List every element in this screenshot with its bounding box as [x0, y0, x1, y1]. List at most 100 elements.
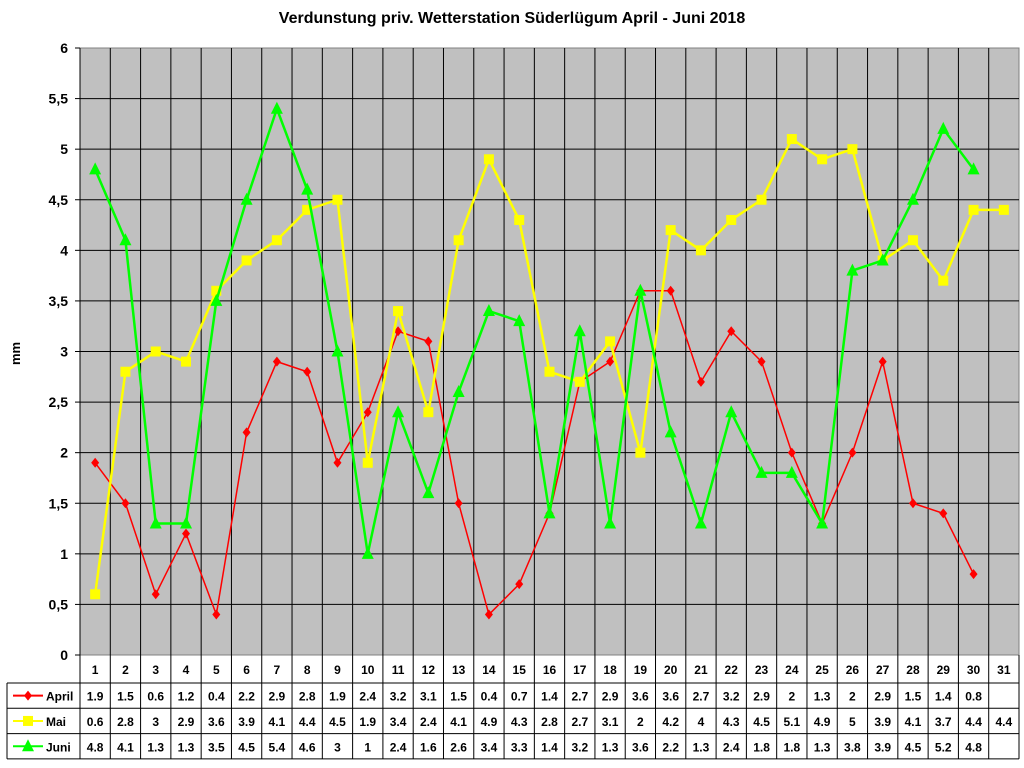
table-cell: 1.5 [450, 690, 467, 704]
table-cell: 4.1 [269, 715, 286, 729]
table-cell: 1 [364, 740, 371, 754]
table-cell: 3 [152, 715, 159, 729]
y-tick-label: 5 [60, 141, 68, 157]
table-cell: 4.5 [238, 740, 255, 754]
table-cell: 3.2 [571, 740, 588, 754]
table-cell: 0.4 [481, 690, 498, 704]
y-tick-label: 1 [60, 546, 68, 562]
table-cell: 3.6 [208, 715, 225, 729]
table-cell: 3.2 [723, 690, 740, 704]
table-cell: 2 [788, 690, 795, 704]
table-cell: 4.3 [723, 715, 740, 729]
table-cell: 1.3 [147, 740, 164, 754]
series-lines [89, 101, 1009, 620]
x-category-label: 19 [634, 663, 648, 677]
x-category-label: 12 [422, 663, 436, 677]
table-cell: 2.9 [602, 690, 619, 704]
y-tick-label: 1,5 [49, 495, 69, 511]
series-mai [90, 134, 1009, 600]
table-cell: 2.7 [571, 715, 588, 729]
table-cell: 3 [334, 740, 341, 754]
table-cell: 1.6 [420, 740, 437, 754]
legend-april: April [46, 690, 73, 704]
table-cell: 1.4 [541, 690, 558, 704]
table-cell: 4.1 [905, 715, 922, 729]
table-cell: 2 [849, 690, 856, 704]
x-category-label: 13 [452, 663, 466, 677]
x-category-label: 7 [274, 663, 281, 677]
table-cell: 4.8 [965, 740, 982, 754]
x-category-label: 5 [213, 663, 220, 677]
table-cell: 2.9 [178, 715, 195, 729]
x-category-label: 9 [334, 663, 341, 677]
table-cell: 2.2 [238, 690, 255, 704]
table-cell: 1.9 [329, 690, 346, 704]
table-cell: 2.8 [299, 690, 316, 704]
table-cell: 1.3 [178, 740, 195, 754]
y-tick-label: 2,5 [49, 394, 69, 410]
table-cell: 0.6 [87, 715, 104, 729]
x-category-label: 16 [543, 663, 557, 677]
x-category-label: 6 [243, 663, 250, 677]
table-cell: 3.4 [390, 715, 407, 729]
table-cell: 3.1 [420, 690, 437, 704]
table-cell: 2.8 [541, 715, 558, 729]
y-tick-label: 4,5 [49, 192, 69, 208]
y-tick-label: 0,5 [49, 596, 69, 612]
x-category-label: 28 [906, 663, 920, 677]
table-cell: 1.3 [814, 690, 831, 704]
table-cell: 1.5 [117, 690, 134, 704]
y-axis: 0 0,5 1 1,5 2 2,5 3 3,5 4 4,5 5 5,5 6 [49, 40, 81, 663]
x-category-label: 22 [725, 663, 739, 677]
x-category-label: 27 [876, 663, 890, 677]
table-cell: 2 [637, 715, 644, 729]
table-cell: 3.9 [238, 715, 255, 729]
table-cell: 5.4 [269, 740, 286, 754]
table-cell: 4.2 [662, 715, 679, 729]
table-cell: 1.5 [905, 690, 922, 704]
table-cell: 2.9 [269, 690, 286, 704]
x-category-label: 24 [785, 663, 799, 677]
table-cell: 4.6 [299, 740, 316, 754]
table-cell: 1.4 [541, 740, 558, 754]
x-category-label: 20 [664, 663, 678, 677]
x-category-label: 10 [361, 663, 375, 677]
x-category-label: 18 [603, 663, 617, 677]
x-category-label: 1 [92, 663, 99, 677]
table-cell: 4.8 [87, 740, 104, 754]
table-cell: 4.4 [299, 715, 316, 729]
table-cell: 3.9 [874, 740, 891, 754]
y-tick-label: 3,5 [49, 293, 69, 309]
table-cell: 1.2 [178, 690, 195, 704]
table-cell: 1.9 [359, 715, 376, 729]
table-cell: 4.5 [905, 740, 922, 754]
table-cell: 4.4 [965, 715, 982, 729]
table-cell: 3.2 [390, 690, 407, 704]
table-cell: 2.4 [390, 740, 407, 754]
table-cell: 3.8 [844, 740, 861, 754]
y-tick-label: 3 [60, 344, 68, 360]
table-cell: 3.5 [208, 740, 225, 754]
x-category-label: 21 [694, 663, 708, 677]
table-cell: 4.9 [481, 715, 498, 729]
data-table: 1 2 3 4 5 6 7 8 9 10 11 12 13 14 15 16 17 18 19 20 21 22 23 24 2… [6, 655, 1020, 760]
table-cell: 2.4 [359, 690, 376, 704]
x-category-label: 2 [122, 663, 129, 677]
series-juni [89, 101, 980, 559]
table-cell: 4.3 [511, 715, 528, 729]
x-category-label: 8 [304, 663, 311, 677]
x-category-label: 23 [755, 663, 769, 677]
table-cell: 4.1 [450, 715, 467, 729]
table-cell: 0.8 [965, 690, 982, 704]
x-category-label: 11 [392, 663, 405, 677]
table-cell: 2.9 [874, 690, 891, 704]
y-tick-label: 2 [60, 445, 68, 461]
y-tick-label: 5,5 [49, 91, 69, 107]
table-cell: 2.7 [571, 690, 588, 704]
y-tick-label: 6 [60, 40, 68, 56]
table-cell: 3.3 [511, 740, 528, 754]
table-cell: 4 [698, 715, 705, 729]
x-category-label: 4 [183, 663, 190, 677]
table-cell: 4.5 [753, 715, 770, 729]
